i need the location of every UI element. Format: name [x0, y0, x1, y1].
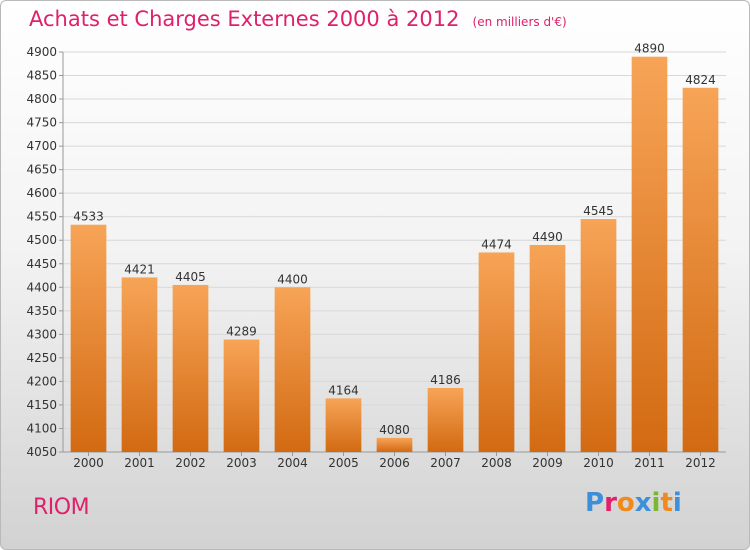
bar-2008: [478, 252, 515, 452]
axes: [62, 52, 726, 453]
y-tick-label: 4450: [26, 257, 57, 271]
x-tick-label-2002: 2002: [175, 456, 206, 470]
data-label-2008: 4474: [481, 237, 512, 251]
y-tick-label: 4300: [26, 327, 57, 341]
y-tick-label: 4500: [26, 233, 57, 247]
x-tick-label-2000: 2000: [73, 456, 104, 470]
x-tick-label-2007: 2007: [430, 456, 461, 470]
data-label-2001: 4421: [124, 262, 155, 276]
y-tick-label: 4600: [26, 186, 57, 200]
bar-2007: [427, 388, 464, 452]
logo-letter: o: [616, 488, 635, 518]
bar-2004: [274, 287, 311, 452]
y-tick-label: 4750: [26, 116, 57, 130]
x-tick-label-2004: 2004: [277, 456, 308, 470]
data-label-2005: 4164: [328, 383, 359, 397]
commune-name: RIOM: [33, 495, 90, 520]
x-tick-label-2011: 2011: [634, 456, 665, 470]
y-tick-label: 4400: [26, 280, 57, 294]
y-tick-label: 4550: [26, 210, 57, 224]
data-label-2000: 4533: [73, 210, 104, 224]
bars: [70, 56, 719, 453]
y-tick-labels: 4050 4100 4150 4200 4250 4300 4350 4400 4450 4500…: [26, 45, 57, 459]
y-tick-label: 4800: [26, 92, 57, 106]
chart-title: Achats et Charges Externes 2000 à 2012: [29, 7, 460, 31]
x-tick-label-2012: 2012: [685, 456, 716, 470]
x-tick-label-2010: 2010: [583, 456, 614, 470]
y-tick-label: 4200: [26, 374, 57, 388]
data-label-2006: 4080: [379, 423, 410, 437]
y-tick-label: 4100: [26, 421, 57, 435]
y-tick-label: 4650: [26, 163, 57, 177]
y-tick-label: 4050: [26, 445, 57, 459]
bar-2011: [631, 56, 668, 453]
data-label-2010: 4545: [583, 204, 614, 218]
x-tick-label-2001: 2001: [124, 456, 155, 470]
logo-letter: t: [660, 488, 673, 518]
logo-letter: r: [604, 488, 617, 518]
chart-subtitle: (en milliers d'€): [472, 15, 567, 29]
x-tick-label-2003: 2003: [226, 456, 257, 470]
y-tick-label: 4350: [26, 304, 57, 318]
bar-2003: [223, 339, 260, 452]
bar-2006: [376, 437, 413, 452]
proxiti-logo: Proxiti: [585, 488, 682, 518]
y-tick-label: 4150: [26, 398, 57, 412]
y-tick-label: 4850: [26, 69, 57, 83]
logo-letter: P: [585, 488, 605, 518]
data-label-2009: 4490: [532, 230, 563, 244]
grid-lines: [59, 51, 726, 453]
y-tick-label: 4900: [26, 45, 57, 59]
data-label-2012: 4824: [685, 73, 716, 87]
data-label-2003: 4289: [226, 325, 257, 339]
bar-2010: [580, 219, 617, 452]
x-tick-label-2008: 2008: [481, 456, 512, 470]
data-labels: 4533 4421 4405 4289 4400 4164 4080 4186 4474 4490…: [73, 42, 716, 437]
logo-letter: i: [651, 488, 661, 518]
bar-2012: [682, 87, 719, 452]
y-tick-label: 4700: [26, 139, 57, 153]
bar-2005: [325, 398, 362, 452]
x-tick-label-2009: 2009: [532, 456, 563, 470]
data-label-2002: 4405: [175, 270, 206, 284]
logo-letter: x: [634, 488, 652, 518]
bar-2001: [121, 277, 158, 452]
bar-2000: [70, 224, 107, 452]
x-tick-label-2006: 2006: [379, 456, 410, 470]
title-row: Achats et Charges Externes 2000 à 2012 (…: [29, 7, 567, 31]
x-tick-labels: 2000 2001 2002 2003 2004 2005 2006 2007 2008 2009…: [73, 452, 716, 470]
bar-2009: [529, 244, 566, 452]
bar-2002: [172, 284, 209, 452]
logo-letter: i: [672, 488, 682, 518]
data-label-2011: 4890: [634, 42, 665, 56]
data-label-2007: 4186: [430, 373, 461, 387]
x-tick-label-2005: 2005: [328, 456, 359, 470]
y-tick-label: 4250: [26, 351, 57, 365]
data-label-2004: 4400: [277, 272, 308, 286]
